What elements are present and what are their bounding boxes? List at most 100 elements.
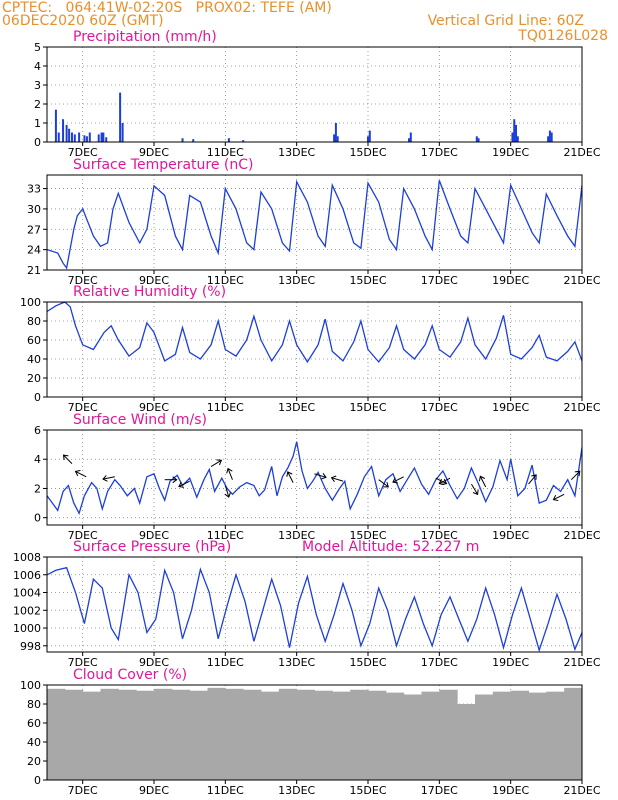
x-tick-label: 7DEC: [68, 146, 98, 159]
wind-arrow: [102, 475, 115, 482]
y-tick-label: 24: [27, 244, 41, 257]
cloud-bar: [207, 687, 226, 780]
precip-bar: [121, 123, 124, 142]
cloud-bar: [403, 694, 422, 780]
x-tick-label: 19DEC: [492, 656, 529, 669]
panel-title: Relative Humidity (%): [73, 284, 226, 300]
y-tick-label: 60: [27, 717, 41, 730]
cloud-bar: [314, 690, 333, 780]
wind-arrow-shaft: [392, 476, 404, 483]
wind-arrow-shaft: [331, 477, 344, 482]
panel-frame: [46, 429, 583, 526]
panel-title: Surface Pressure (hPa): [73, 539, 231, 555]
x-tick-label: 15DEC: [349, 274, 386, 287]
wind-arrow: [330, 475, 344, 483]
y-tick-label: 40: [27, 353, 41, 366]
wind-arrow-head: [330, 475, 337, 483]
y-tick-label: 1008: [13, 551, 41, 564]
cloud-bar: [546, 691, 565, 780]
y-tick-label: 40: [27, 736, 41, 749]
cloud-bar: [154, 688, 173, 780]
y-tick-label: 1004: [13, 587, 41, 600]
precip-bar: [105, 137, 108, 142]
wind-arrow-shaft: [75, 470, 87, 478]
precip-bar: [181, 138, 184, 142]
panel-frame: [46, 684, 583, 781]
wind-arrow-head: [472, 489, 479, 496]
y-tick-label: 30: [27, 203, 41, 216]
precip-bar: [334, 123, 337, 142]
cloud-bar: [47, 688, 66, 780]
y-tick-label: 80: [27, 315, 41, 328]
precip-bar: [78, 132, 81, 142]
cloud-bar: [350, 689, 369, 780]
precip-bar: [367, 136, 369, 142]
wind-arrow: [164, 476, 178, 484]
x-tick-label: 7DEC: [68, 784, 98, 797]
x-tick-label: 17DEC: [421, 401, 458, 414]
wind-arrow-head: [392, 477, 398, 484]
panel-title: Surface Wind (m/s): [73, 412, 207, 428]
x-tick-label: 19DEC: [492, 529, 529, 542]
precip-bar: [475, 136, 478, 142]
precip-bar: [100, 132, 103, 142]
cloud-bar: [510, 690, 529, 780]
wind-arrow-shaft: [553, 493, 565, 501]
precip-bar: [119, 92, 122, 142]
precip-bar: [65, 124, 68, 142]
wind-arrow-shaft: [570, 470, 581, 481]
cloud-bar: [296, 689, 315, 780]
precip-bar: [54, 109, 57, 142]
x-tick-label: 17DEC: [421, 529, 458, 542]
cloud-bar: [136, 690, 155, 780]
cloud-bar: [82, 691, 101, 780]
y-tick-label: 27: [27, 223, 41, 236]
wind-arrow-shaft: [224, 485, 230, 498]
wind-arrow-head: [226, 467, 233, 474]
cloud-bar: [332, 691, 351, 780]
precip-bar: [68, 128, 71, 142]
y-tick-label: 5: [34, 41, 41, 54]
panel-extra: Model Altitude: 52.227 m: [302, 539, 479, 555]
cloud-bar: [243, 689, 262, 780]
x-tick-label: 11DEC: [207, 146, 244, 159]
x-tick-label: 19DEC: [492, 784, 529, 797]
x-tick-label: 15DEC: [349, 656, 386, 669]
wind-arrow-shaft: [439, 477, 451, 485]
precip-bar: [550, 132, 553, 142]
cloud-bar: [278, 688, 298, 780]
wind-arrow: [286, 471, 294, 483]
wind-arrow: [478, 475, 487, 488]
header-run-date: 06DEC2020 60Z (GMT): [2, 13, 164, 29]
cloud-bar: [118, 689, 137, 780]
x-tick-label: 7DEC: [68, 656, 98, 669]
precip-bar: [513, 119, 516, 142]
wind-arrow-shaft: [314, 473, 327, 478]
x-tick-label: 13DEC: [278, 656, 315, 669]
x-tick-label: 13DEC: [278, 274, 315, 287]
wind-arrow: [314, 472, 327, 480]
cloud-bar: [385, 692, 405, 780]
series-line: [47, 302, 582, 364]
x-tick-label: 17DEC: [421, 146, 458, 159]
wind-arrow: [570, 470, 581, 481]
wind-arrow-shaft: [471, 483, 479, 495]
cloud-bar: [261, 691, 280, 780]
panel-title: Precipitation (mm/h): [73, 29, 217, 45]
wind-arrow: [438, 477, 451, 485]
wind-arrow: [224, 485, 231, 498]
precip-bar: [336, 136, 339, 142]
y-tick-label: 4: [34, 453, 41, 466]
x-tick-label: 21DEC: [563, 274, 600, 287]
precip-bar: [83, 135, 86, 142]
wind-arrow-head: [552, 494, 559, 502]
precip-bar: [548, 130, 551, 142]
y-tick-label: 100: [20, 679, 41, 692]
series-line: [47, 566, 582, 652]
cloud-bar: [492, 691, 512, 780]
x-tick-label: 7DEC: [68, 529, 98, 542]
cloud-bar: [528, 692, 547, 780]
wind-arrow-shaft: [178, 480, 190, 487]
panel-2: 21 24 27 30 33 7DEC 9DEC 11DEC 13DEC 15DEC 17DEC 19…: [27, 157, 601, 287]
